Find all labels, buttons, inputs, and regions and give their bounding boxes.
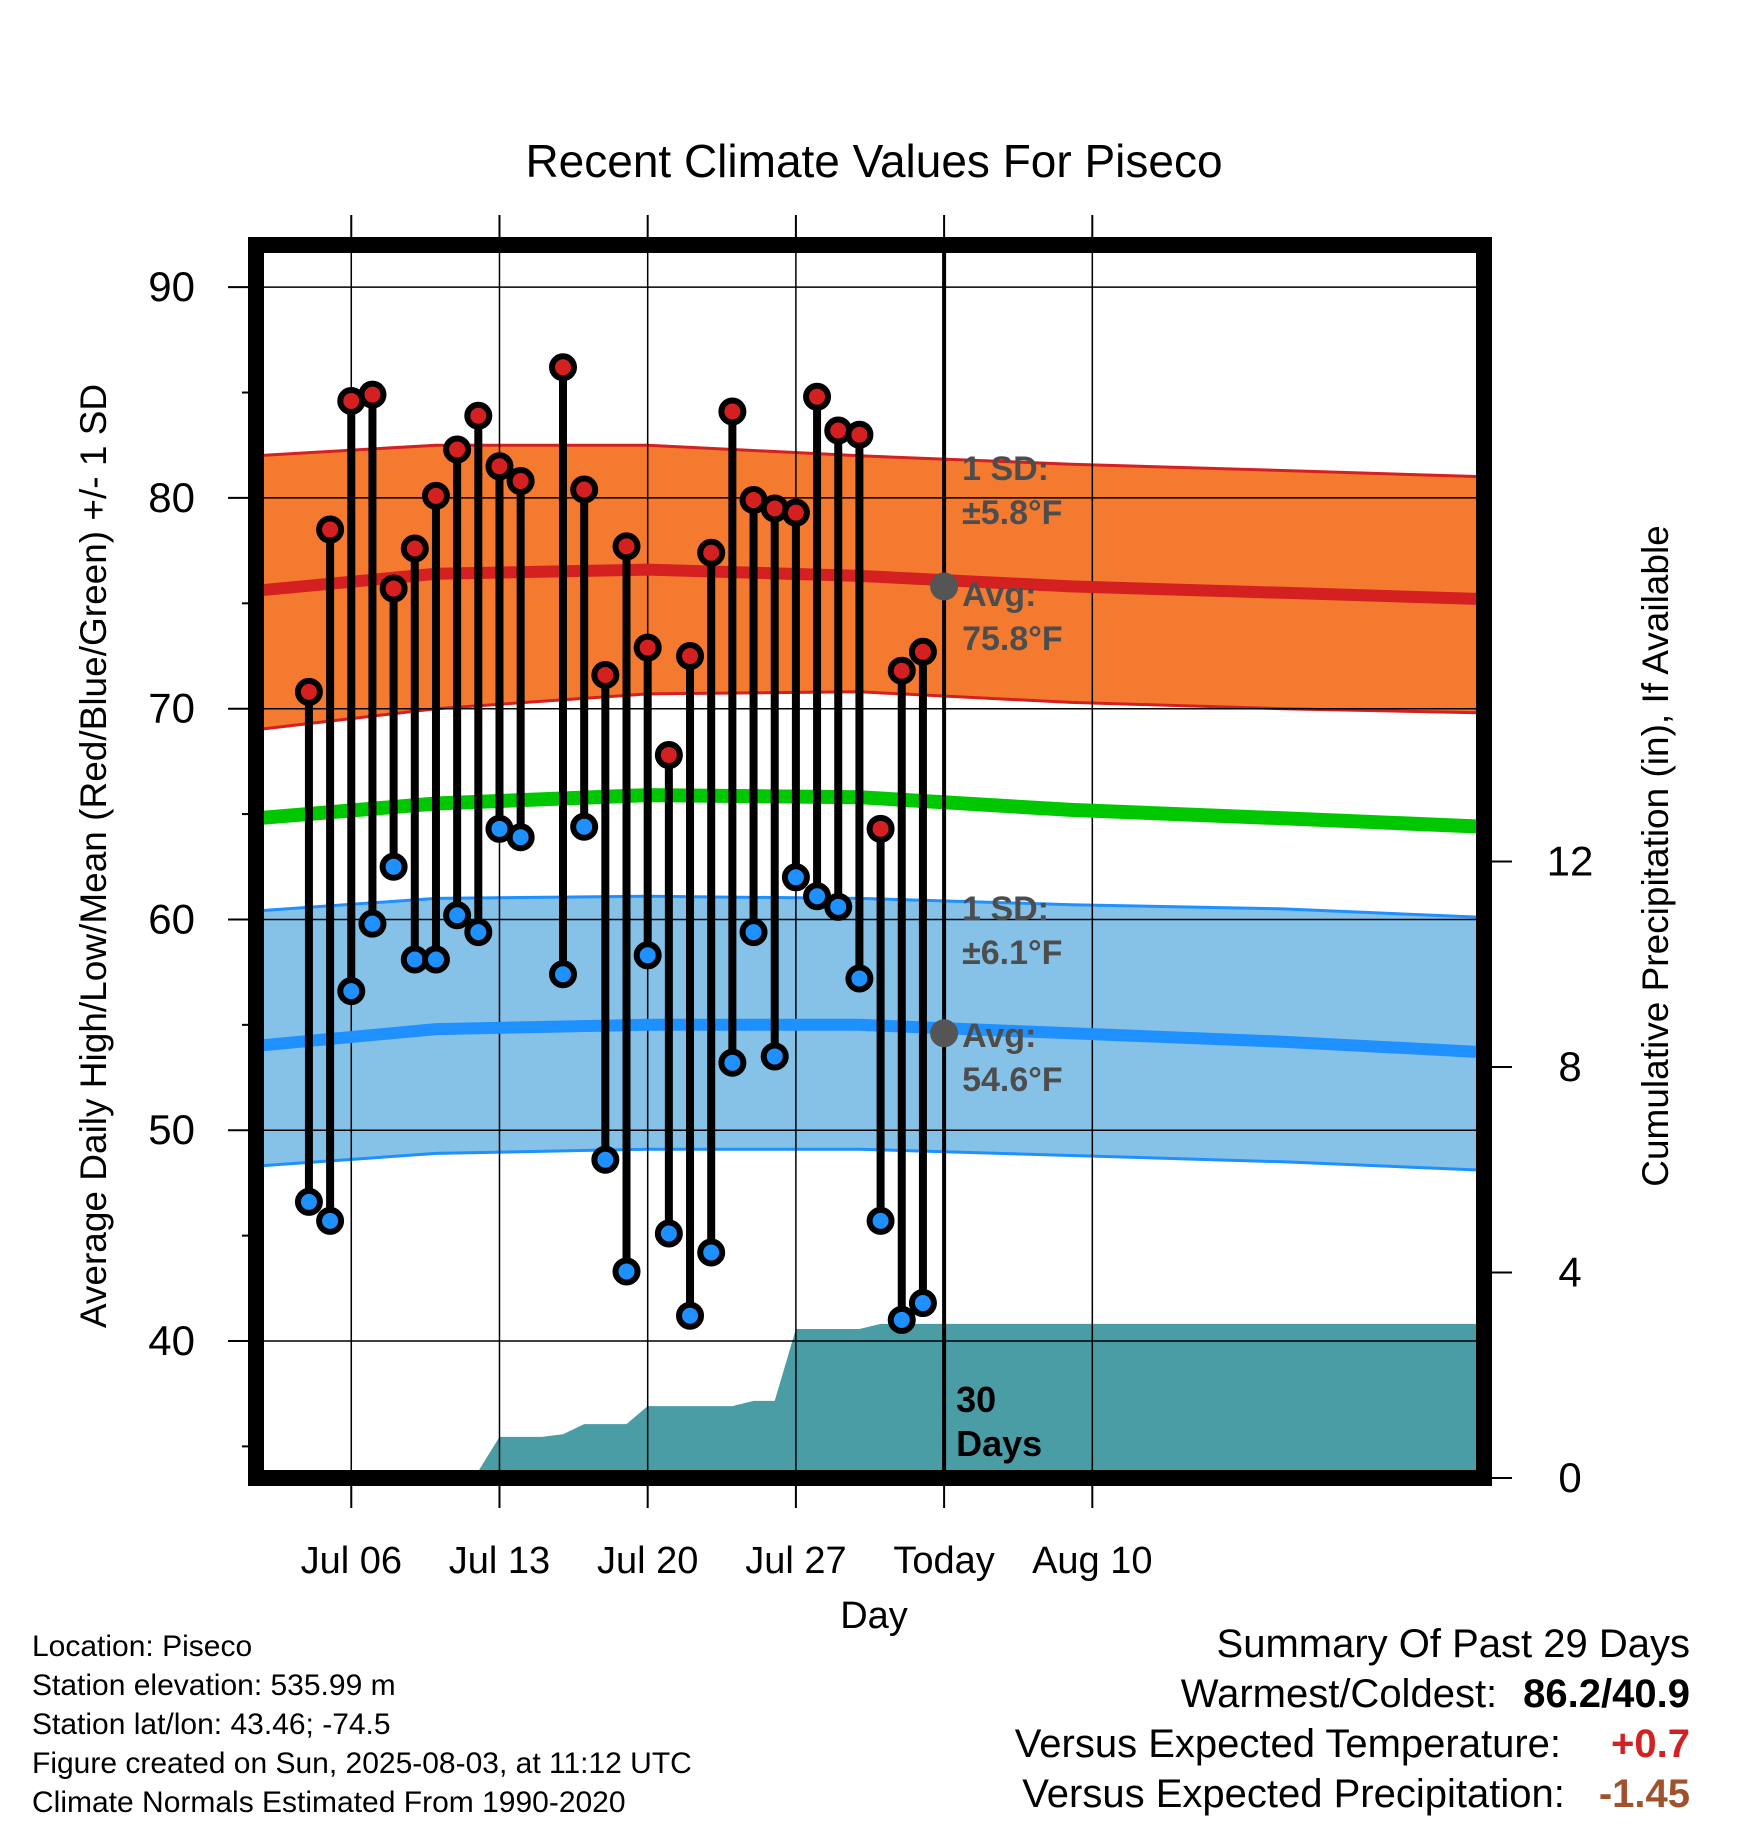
daily-low-point	[316, 1206, 345, 1235]
daily-high-point	[633, 633, 662, 662]
low-sd-annotation: 1 SD: ±6.1°F	[962, 890, 1062, 972]
daily-high-point	[421, 481, 450, 510]
precip-value: -1.45	[1598, 1772, 1690, 1816]
daily-low-point	[676, 1301, 705, 1330]
y-tick-label: 40	[148, 1317, 195, 1364]
daily-low-point	[506, 823, 535, 852]
daily-low-point	[612, 1257, 641, 1286]
daily-low-point	[908, 1289, 937, 1318]
daily-high-point	[591, 660, 620, 689]
x-tick-label: Aug 10	[1032, 1540, 1152, 1582]
days-annotation: 30 Days	[956, 1379, 1042, 1464]
daily-high-point	[803, 382, 832, 411]
daily-low-point	[633, 941, 662, 970]
daily-high-point	[676, 642, 705, 670]
daily-high-point	[464, 401, 493, 430]
summary-panel: Summary Of Past 29 Days Warmest/Coldest:…	[1015, 1622, 1690, 1822]
daily-high-point	[485, 452, 514, 481]
high-sd-annotation: 1 SD: ±5.8°F	[962, 450, 1062, 532]
info-created: Figure created on Sun, 2025-08-03, at 11…	[32, 1747, 692, 1780]
daily-high-point	[294, 677, 323, 706]
daily-low-point	[845, 964, 874, 993]
daily-high-point	[612, 532, 641, 561]
daily-low-point	[591, 1145, 620, 1174]
info-latlon: Station lat/lon: 43.46; -74.5	[32, 1708, 391, 1741]
daily-high-point	[443, 435, 472, 464]
temp-value: +0.7	[1611, 1722, 1690, 1766]
info-elevation: Station elevation: 535.99 m	[32, 1669, 396, 1702]
y2-tick-label: 4	[1558, 1249, 1581, 1296]
daily-low-point	[760, 1042, 789, 1071]
daily-high-point	[506, 467, 535, 496]
daily-low-point	[654, 1219, 683, 1248]
station-info: Location: Piseco Station elevation: 535.…	[32, 1627, 692, 1822]
y-tick-label: 60	[148, 895, 195, 942]
daily-low-point	[824, 892, 853, 921]
daily-high-point	[570, 475, 599, 504]
daily-low-point	[718, 1048, 747, 1077]
daily-high-point	[400, 534, 429, 563]
x-axis-label: Day	[840, 1595, 908, 1637]
precip-label: Versus Expected Precipitation:	[1022, 1772, 1565, 1816]
y-tick-label: 90	[148, 263, 195, 310]
daily-high-point	[718, 397, 747, 426]
daily-low-point	[549, 960, 577, 989]
daily-low-point	[781, 863, 810, 892]
today-low-avg-marker	[930, 1019, 959, 1048]
y-tick-label: 50	[148, 1106, 195, 1153]
plot-area: 1 SD: ±5.8°F Avg: 75.8°F 1 SD: ±6.1°F Avg: 54.6…	[148, 215, 1593, 1582]
temp-label: Versus Expected Temperature:	[1014, 1722, 1562, 1766]
daily-high-point	[549, 353, 577, 382]
low-avg-annotation: Avg: 54.6°F	[962, 1017, 1063, 1099]
daily-high-point	[654, 741, 683, 770]
daily-low-point	[887, 1305, 916, 1334]
x-tick-label: Today	[893, 1540, 994, 1582]
daily-high-point	[697, 538, 726, 567]
y-tick-label: 80	[148, 474, 195, 521]
y2-axis-label: Cumulative Precipitation (in), If Availa…	[1635, 525, 1676, 1187]
y-axis-label: Average Daily High/Low/Mean (Red/Blue/Gr…	[73, 384, 114, 1328]
daily-high-point	[866, 814, 895, 843]
daily-high-point	[316, 515, 345, 544]
daily-low-point	[358, 909, 387, 938]
daily-high-point	[781, 498, 810, 527]
daily-high-point	[887, 656, 916, 685]
daily-low-point	[803, 882, 832, 911]
daily-high-point	[379, 574, 408, 603]
summary-title: Summary Of Past 29 Days	[1216, 1622, 1690, 1666]
daily-low-point	[464, 918, 493, 947]
x-tick-label: Jul 13	[449, 1540, 550, 1582]
daily-low-point	[739, 918, 768, 947]
y2-tick-label: 0	[1558, 1454, 1581, 1501]
warm-cold-label: Warmest/Coldest:	[1180, 1672, 1498, 1716]
today-high-avg-marker	[930, 572, 959, 601]
chart-title: Recent Climate Values For Piseco	[525, 135, 1222, 187]
daily-high-point	[358, 380, 387, 409]
x-tick-label: Jul 20	[597, 1540, 698, 1582]
daily-low-point	[697, 1238, 726, 1267]
daily-high-point	[845, 420, 874, 449]
warm-cold-value: 86.2/40.9	[1523, 1672, 1690, 1716]
daily-low-point	[421, 945, 450, 974]
daily-low-point	[337, 977, 366, 1006]
y2-tick-label: 12	[1547, 838, 1594, 885]
daily-low-point	[570, 812, 599, 841]
normal-low-line	[255, 1018, 1485, 1059]
daily-high-point	[908, 637, 937, 666]
low-sd-lower-line	[255, 1147, 1485, 1172]
precip-area	[256, 1323, 1484, 1478]
info-location: Location: Piseco	[32, 1630, 253, 1663]
x-tick-label: Jul 06	[301, 1540, 402, 1582]
daily-low-point	[443, 901, 472, 930]
info-normals: Climate Normals Estimated From 1990-2020	[32, 1786, 626, 1819]
y-tick-label: 70	[148, 685, 195, 732]
x-tick-label: Jul 27	[745, 1540, 846, 1582]
daily-low-point	[866, 1206, 895, 1235]
y2-tick-label: 8	[1558, 1043, 1581, 1090]
high-avg-annotation: Avg: 75.8°F	[962, 576, 1063, 658]
daily-low-point	[294, 1187, 323, 1216]
daily-low-point	[379, 852, 408, 881]
